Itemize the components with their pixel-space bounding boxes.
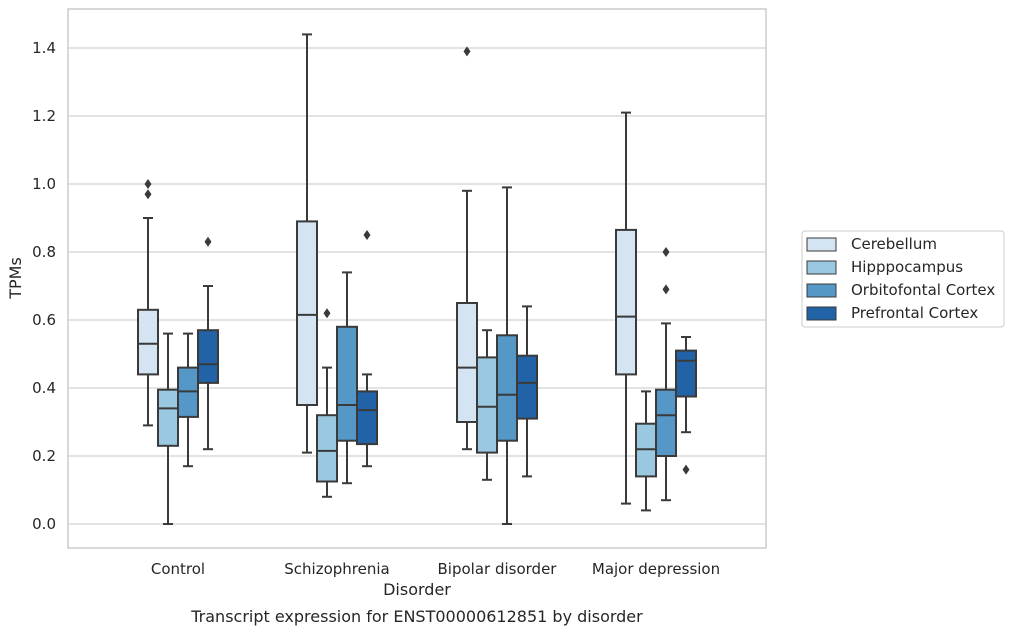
box-3-1 bbox=[356, 230, 378, 468]
box-iqr bbox=[516, 354, 538, 420]
box-iqr bbox=[157, 388, 179, 447]
box-iqr bbox=[496, 334, 518, 442]
legend-swatch bbox=[806, 306, 837, 321]
y-tick-label: 0.0 bbox=[32, 515, 56, 533]
box-iqr bbox=[356, 390, 378, 446]
legend-label: Prefrontal Cortex bbox=[851, 304, 978, 322]
plot-frame bbox=[67, 8, 767, 549]
box-3-2 bbox=[516, 305, 538, 478]
x-tick-label: Bipolar disorder bbox=[438, 560, 558, 578]
box-0-0 bbox=[137, 179, 159, 427]
outlier-point bbox=[204, 236, 212, 247]
outlier-point bbox=[662, 247, 670, 257]
box-iqr bbox=[296, 220, 318, 406]
x-tick-label: Control bbox=[151, 560, 205, 578]
y-tick-label: 1.2 bbox=[32, 107, 56, 125]
box-iqr bbox=[476, 356, 498, 454]
outlier-point bbox=[323, 308, 331, 319]
outlier-point bbox=[682, 464, 690, 475]
plot-area bbox=[68, 9, 766, 548]
outlier-point bbox=[662, 284, 670, 295]
box-1-1 bbox=[316, 308, 338, 498]
outlier-point bbox=[144, 189, 152, 200]
legend-swatch bbox=[806, 237, 837, 252]
box-iqr bbox=[336, 325, 358, 442]
box-3-0 bbox=[197, 236, 219, 451]
legend-label: Cerebellum bbox=[851, 235, 937, 253]
box-iqr bbox=[615, 228, 637, 376]
outlier-point bbox=[144, 179, 152, 189]
x-tick-label: Major depression bbox=[592, 560, 720, 578]
boxes-layer bbox=[137, 33, 697, 525]
y-axis-label: TPMs bbox=[6, 257, 25, 300]
outlier-point bbox=[463, 46, 471, 57]
y-tick-label: 1.4 bbox=[32, 39, 56, 57]
y-tick-label: 1.0 bbox=[32, 175, 56, 193]
box-3-3 bbox=[675, 336, 697, 475]
y-tick-labels: 0.0 0.2 0.4 0.6 0.8 1.0 1.2 1.4 bbox=[32, 39, 56, 533]
legend-label: Hipppocampus bbox=[851, 258, 963, 276]
box-iqr bbox=[197, 329, 219, 384]
box-2-1 bbox=[336, 271, 358, 485]
legend-swatch bbox=[806, 260, 837, 275]
y-tick-label: 0.8 bbox=[32, 243, 56, 261]
chart-caption: Transcript expression for ENST0000061285… bbox=[190, 607, 643, 626]
box-2-2 bbox=[496, 186, 518, 525]
outlier-point bbox=[363, 230, 371, 240]
x-axis-label: Disorder bbox=[383, 580, 451, 599]
legend: Cerebellum Hipppocampus Orbitofontal Corte… bbox=[801, 230, 1005, 328]
box-iqr bbox=[316, 414, 338, 483]
y-tick-label: 0.4 bbox=[32, 379, 56, 397]
legend-frame bbox=[801, 230, 1005, 328]
legend-swatch bbox=[806, 283, 837, 298]
box-iqr bbox=[655, 388, 677, 458]
box-0-3 bbox=[615, 111, 637, 505]
x-tick-labels: Control Schizophrenia Bipolar disorder Majo… bbox=[151, 560, 720, 578]
box-2-0 bbox=[177, 332, 199, 468]
y-tick-label: 0.6 bbox=[32, 311, 56, 329]
box-1-0 bbox=[157, 332, 179, 525]
box-iqr bbox=[675, 349, 697, 398]
x-tick-label: Schizophrenia bbox=[284, 560, 389, 578]
box-iqr bbox=[137, 308, 159, 376]
legend-label: Orbitofontal Cortex bbox=[851, 281, 995, 299]
box-iqr bbox=[456, 302, 478, 423]
y-tick-label: 0.2 bbox=[32, 447, 56, 465]
box-2-3 bbox=[655, 247, 677, 502]
box-0-1 bbox=[296, 33, 318, 454]
